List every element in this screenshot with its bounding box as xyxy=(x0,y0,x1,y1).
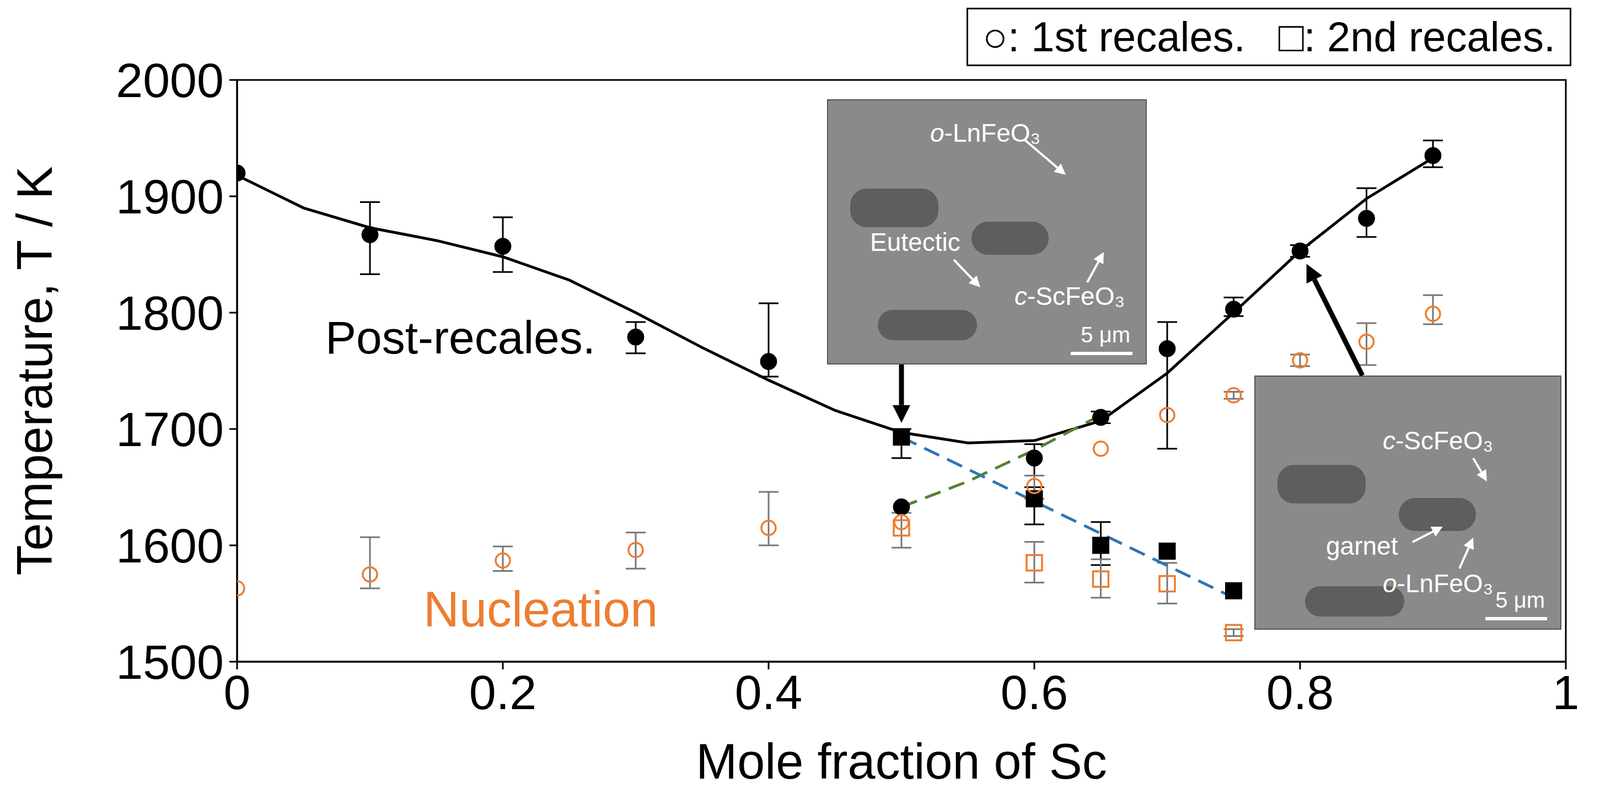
svg-text:0.4: 0.4 xyxy=(734,664,803,720)
svg-text:1500: 1500 xyxy=(115,634,224,690)
html-text:o -LnFeO₃: o -LnFeO₃ xyxy=(1382,568,1494,598)
svg-text:1800: 1800 xyxy=(115,285,224,341)
html-text:□: 2nd recales.: □: 2nd recales. xyxy=(1278,13,1556,61)
html-text:5 μm: 5 μm xyxy=(1495,587,1545,612)
svg-text:0.2: 0.2 xyxy=(469,664,537,720)
html-text:○: 1st recales.: ○: 1st recales. xyxy=(982,13,1246,61)
svg-text:0.8: 0.8 xyxy=(1266,664,1334,720)
html-text:Nucleation: Nucleation xyxy=(423,581,658,637)
svg-text:1700: 1700 xyxy=(115,401,224,457)
html-text:Eutectic: Eutectic xyxy=(870,227,961,257)
svg-text:1900: 1900 xyxy=(115,169,224,224)
svg-text:1: 1 xyxy=(1552,664,1580,720)
svg-text:1600: 1600 xyxy=(115,518,224,573)
html-text:c -ScFeO₃: c -ScFeO₃ xyxy=(1382,426,1494,455)
svg-text:2000: 2000 xyxy=(115,52,224,108)
svg-text:Mole fraction of Sc: Mole fraction of Sc xyxy=(695,733,1107,789)
svg-text:Temperature, T / K: Temperature, T / K xyxy=(7,165,63,576)
html-text:5 μm: 5 μm xyxy=(1080,322,1131,347)
svg-text:0.6: 0.6 xyxy=(1000,664,1068,720)
html-text:o -LnFeO₃: o -LnFeO₃ xyxy=(930,118,1041,148)
html-text:garnet: garnet xyxy=(1325,531,1398,561)
svg-text:0: 0 xyxy=(223,664,251,720)
html-text:c -ScFeO₃: c -ScFeO₃ xyxy=(1014,281,1125,311)
html-text:Post-recales.: Post-recales. xyxy=(325,311,596,364)
